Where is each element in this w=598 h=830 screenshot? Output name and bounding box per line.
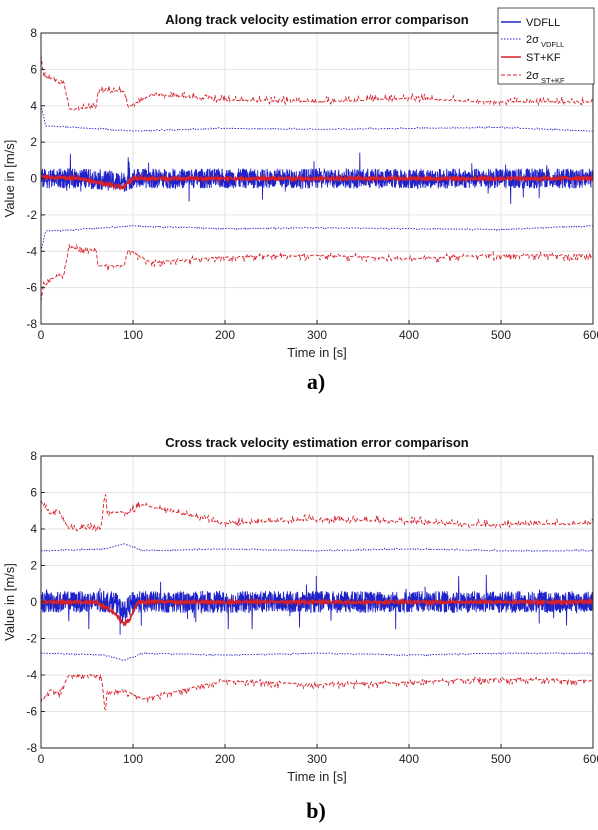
chart2-xtick-label: 100: [123, 752, 143, 766]
chart2-xtick-label: 300: [307, 752, 327, 766]
chart2-ytick-label: 2: [30, 559, 37, 573]
chart1-ytick-label: 6: [30, 62, 37, 76]
chart1-ytick-label: 8: [30, 26, 37, 40]
chart1-ylabel: Value in [m/s]: [2, 140, 17, 218]
chart1-ytick-label: -6: [26, 281, 37, 295]
chart1-xtick-label: 400: [399, 328, 419, 342]
chart2-series-group: [41, 494, 593, 711]
chart1-xtick-label: 200: [215, 328, 235, 342]
chart1-series-2-st-kf-lower: [41, 243, 593, 302]
chart1-xlabel: Time in [s]: [287, 345, 346, 360]
chart1-xtick-label: 300: [307, 328, 327, 342]
chart2-ytick-label: 4: [30, 522, 37, 536]
chart1-legend-label: 2σ: [526, 70, 539, 82]
chart1-legend-sub: ST+KF: [541, 76, 565, 85]
chart1-legend-label: 2σ: [526, 34, 539, 46]
chart2-ylabel: Value in [m/s]: [2, 563, 17, 641]
chart2-ytick-label: 8: [30, 449, 37, 463]
chart1-legend-sub: VDFLL: [541, 40, 564, 49]
chart1-series-vdfll: [41, 152, 593, 204]
chart2-series-2-vdfll-upper: [41, 543, 593, 553]
chart2-series-2-st-kf-lower: [41, 673, 593, 711]
chart2-xtick-label: 400: [399, 752, 419, 766]
chart1-ytick-label: -8: [26, 317, 37, 331]
chart1-legend-label: ST+KF: [526, 52, 561, 64]
chart2-ytick-label: 6: [30, 486, 37, 500]
chart1-title: Along track velocity estimation error co…: [165, 12, 468, 27]
chart1-series-2-vdfll-upper: [41, 105, 593, 132]
chart1-series-2-vdfll-lower: [41, 224, 593, 252]
chart1-ytick-label: 0: [30, 172, 37, 186]
chart1-ytick-label: 4: [30, 99, 37, 113]
chart2-ytick-label: -2: [26, 632, 37, 646]
chart1-xtick-label: 600: [583, 328, 598, 342]
chart1-series-2-st-kf-upper: [41, 54, 593, 112]
chart1-legend-label: VDFLL: [526, 17, 560, 29]
chart2-series-2-st-kf-upper: [41, 494, 593, 532]
chart2-panel-label: b): [306, 798, 326, 823]
chart1-group: 0 100 200 300 400 500 600 -8 -6 -4 -2 0 2 4 6 8 Along tr…: [2, 7, 598, 394]
chart2-title: Cross track velocity estimation error co…: [165, 435, 469, 450]
chart2-series-2-vdfll-lower: [41, 651, 593, 661]
chart1-series-st-kf: [41, 173, 593, 191]
chart2-xtick-label: 200: [215, 752, 235, 766]
chart1-legend-box: [497, 7, 595, 85]
chart2-xlabel: Time in [s]: [287, 769, 346, 784]
chart2-ytick-label: -8: [26, 741, 37, 755]
chart1-panel-label: a): [307, 369, 325, 394]
chart2-xtick-label: 500: [491, 752, 511, 766]
chart2-ytick-label: -6: [26, 705, 37, 719]
chart1-ytick-label: 2: [30, 135, 37, 149]
chart2-series-vdfll: [41, 574, 593, 635]
chart2-ytick-label: 0: [30, 595, 37, 609]
chart2-xtick-label: 0: [38, 752, 45, 766]
chart1-ytick-label: -4: [26, 244, 37, 258]
chart1-xtick-label: 500: [491, 328, 511, 342]
chart1-series-group: [41, 54, 593, 302]
chart1-xtick-label: 0: [38, 328, 45, 342]
chart1-ytick-label: -2: [26, 208, 37, 222]
chart2-series-st-kf: [41, 597, 593, 627]
chart2-group: 0 100 200 300 400 500 600 -8 -6 -4 -2 0 2 4 6 8 Cross tr…: [2, 435, 598, 823]
chart2-xtick-label: 600: [583, 752, 598, 766]
chart1-xtick-label: 100: [123, 328, 143, 342]
chart2-ytick-label: -4: [26, 668, 37, 682]
